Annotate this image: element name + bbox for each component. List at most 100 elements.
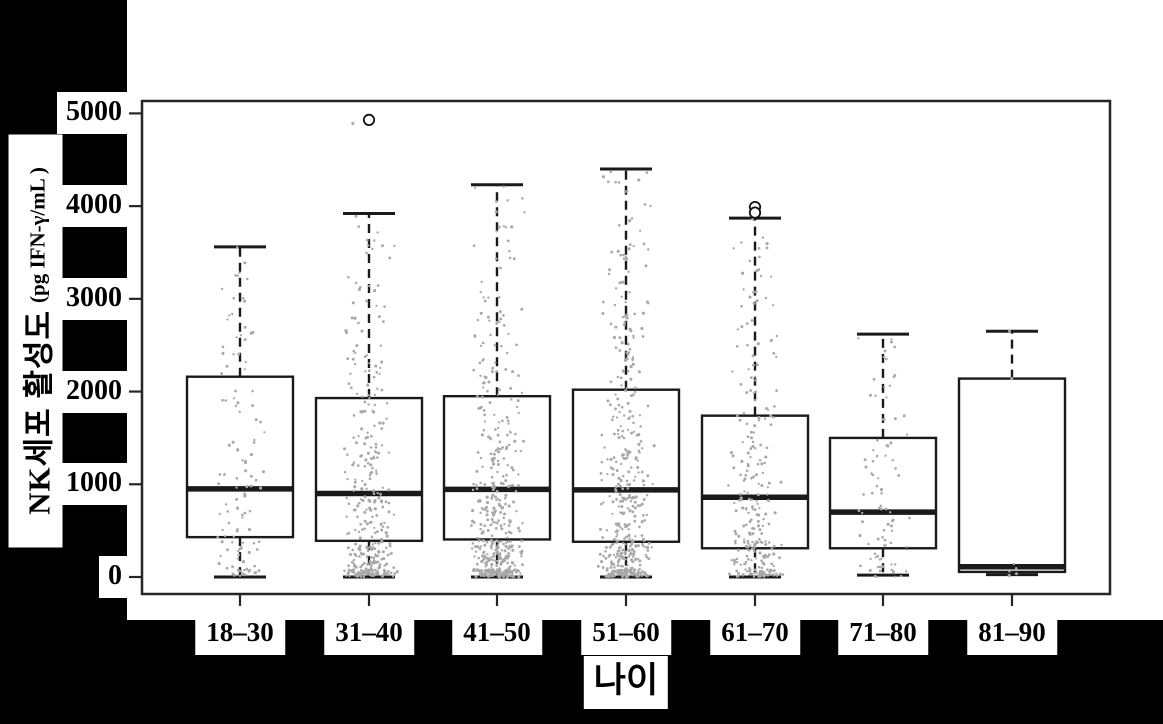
data-point-dot <box>894 467 897 470</box>
data-point-dot <box>745 554 749 558</box>
data-point-dot <box>393 244 396 247</box>
data-point-dot <box>518 545 521 549</box>
data-point-dot <box>626 506 630 510</box>
data-point-dot <box>491 569 495 573</box>
data-point-dot <box>618 336 621 339</box>
data-point-dot <box>259 486 263 490</box>
data-point-dot <box>510 225 514 229</box>
data-point-dot <box>220 372 224 376</box>
data-point-dot <box>263 431 266 434</box>
data-point-dot <box>616 539 620 543</box>
data-point-dot <box>361 410 365 414</box>
data-point-dot <box>775 334 779 338</box>
data-point-dot <box>249 484 253 488</box>
data-point-dot <box>490 496 494 500</box>
data-point-dot <box>515 405 519 409</box>
data-point-dot <box>243 299 247 303</box>
data-point-dot <box>502 314 505 317</box>
data-point-dot <box>759 443 762 447</box>
data-point-dot <box>380 388 384 392</box>
data-point-dot <box>239 334 243 337</box>
data-point-dot <box>368 284 371 288</box>
data-point-dot <box>221 398 224 402</box>
data-point-dot <box>623 190 627 194</box>
data-point-dot <box>385 562 389 566</box>
data-point-dot <box>373 507 377 511</box>
data-point-dot <box>476 318 480 322</box>
data-point-dot <box>512 500 516 504</box>
data-point-dot <box>617 561 620 564</box>
data-point-dot <box>365 508 368 511</box>
data-point-dot <box>622 573 626 576</box>
data-point-dot <box>645 513 648 517</box>
data-point-dot <box>757 513 761 517</box>
data-point-dot <box>748 532 752 536</box>
data-point-dot <box>496 522 499 525</box>
data-point-dot <box>766 493 769 496</box>
data-point-dot <box>626 496 630 500</box>
data-point-dot <box>505 415 509 419</box>
data-point-dot <box>492 506 496 510</box>
iqr-box <box>185 375 295 539</box>
data-point-dot <box>757 537 761 541</box>
data-point-dot <box>496 447 500 451</box>
data-point-dot <box>764 542 768 547</box>
data-point-dot <box>367 546 370 550</box>
data-point-dot <box>361 479 364 483</box>
data-point-dot <box>257 569 261 572</box>
data-point-dot <box>361 528 364 531</box>
data-point-dot <box>616 397 620 401</box>
data-point-dot <box>740 325 744 329</box>
data-point-dot <box>353 481 357 484</box>
data-point-dot <box>644 546 647 549</box>
data-point-dot <box>238 574 242 577</box>
data-point-dot <box>614 287 618 290</box>
data-point-dot <box>744 560 748 564</box>
boxplot-group-61-70 <box>700 216 810 579</box>
data-point-dot <box>507 484 511 489</box>
data-point-dot <box>621 499 625 503</box>
data-point-dot <box>623 457 627 461</box>
data-point-dot <box>384 531 388 535</box>
data-point-dot <box>494 549 497 552</box>
data-point-dot <box>775 572 778 575</box>
data-point-dot <box>884 454 887 457</box>
data-point-dot <box>733 501 736 505</box>
data-point-dot <box>628 348 632 351</box>
data-point-dot <box>897 473 901 477</box>
data-point-dot <box>638 414 642 417</box>
data-point-dot <box>619 281 623 284</box>
data-point-dot <box>486 553 489 556</box>
data-point-dot <box>492 554 496 558</box>
data-point-dot <box>625 524 629 528</box>
data-point-dot <box>631 362 635 366</box>
data-point-dot <box>630 217 634 220</box>
data-point-dot <box>509 398 513 401</box>
data-point-dot <box>876 565 880 569</box>
data-point-dot <box>495 322 499 325</box>
data-point-dot <box>891 518 895 522</box>
data-point-dot <box>490 494 494 498</box>
data-point-dot <box>878 506 881 510</box>
data-point-dot <box>499 524 503 528</box>
data-point-dot <box>622 253 625 257</box>
data-point-dot <box>488 557 492 562</box>
data-point-dot <box>366 383 370 387</box>
data-point-dot <box>864 465 868 469</box>
data-point-dot <box>746 570 749 573</box>
data-point-dot <box>387 501 391 505</box>
data-point-dot <box>376 554 380 558</box>
data-point-dot <box>888 511 892 514</box>
data-point-dot <box>748 295 752 299</box>
data-point-dot <box>753 424 757 428</box>
data-point-dot <box>730 559 733 562</box>
data-point-dot <box>742 538 746 541</box>
data-point-dot <box>769 338 773 343</box>
data-point-dot <box>638 229 642 232</box>
data-point-dot <box>752 575 756 578</box>
data-point-dot <box>729 451 733 455</box>
data-point-dot <box>612 562 616 566</box>
data-point-dot <box>502 225 506 228</box>
data-point-dot <box>627 247 631 251</box>
data-point-dot <box>612 553 616 557</box>
